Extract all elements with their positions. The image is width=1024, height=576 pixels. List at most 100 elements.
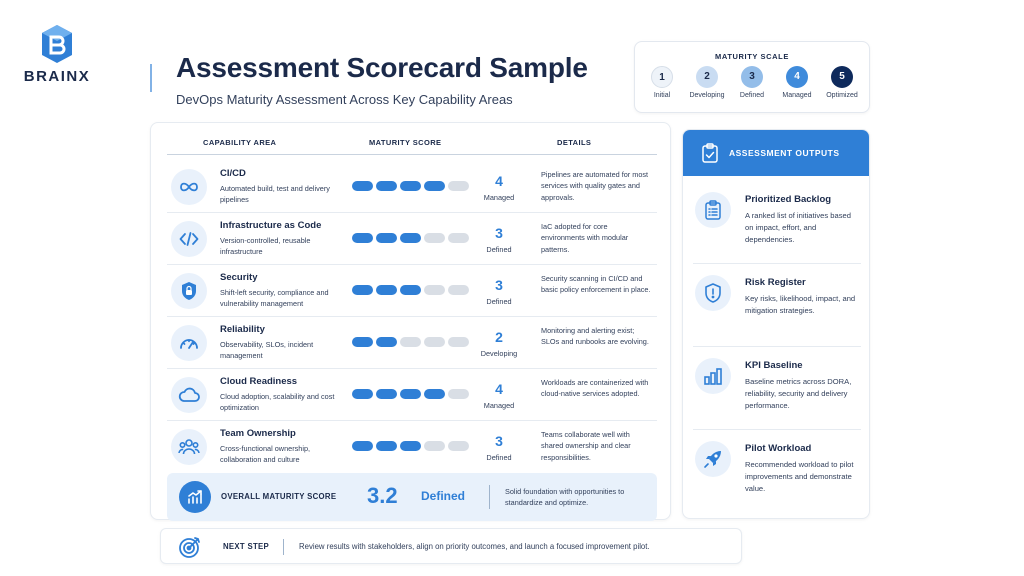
brand-name: BRAINX <box>23 68 91 85</box>
output-title: Risk Register <box>745 277 806 288</box>
output-title: KPI Baseline <box>745 360 803 371</box>
capability-description: Shift-left security, compliance and vuln… <box>220 288 329 309</box>
maturity-level: 5 Optimized <box>820 66 864 99</box>
maturity-score-bar <box>352 441 469 451</box>
score-segment <box>400 441 421 451</box>
output-description: Key risks, likelihood, impact, and mitig… <box>745 294 856 316</box>
score-segment <box>448 337 469 347</box>
score-segment <box>400 181 421 191</box>
output-description: Baseline metrics across DORA, reliabilit… <box>745 377 852 411</box>
capability-description: Cloud adoption, scalability and cost opt… <box>220 392 335 413</box>
score-segment <box>424 337 445 347</box>
table-row: Reliability Observability, SLOs, incident… <box>167 317 657 369</box>
rocket-icon <box>695 441 731 477</box>
capability-details: Teams collaborate well with shared owner… <box>541 430 631 462</box>
maturity-level-label: Initial <box>653 92 671 99</box>
score-segment <box>424 441 445 451</box>
score-segment <box>376 337 397 347</box>
score-segment <box>448 389 469 399</box>
brand-logo: BRAINX <box>22 24 92 85</box>
maturity-score-value: 3 <box>495 433 503 449</box>
clipboard-list-icon <box>695 192 731 228</box>
header-capability-area: CAPABILITY AREA <box>203 138 277 147</box>
clipboard-check-icon <box>702 143 718 163</box>
maturity-level-label: Managed <box>782 92 812 99</box>
maturity-score-level: Defined <box>486 245 512 254</box>
score-segment <box>376 233 397 243</box>
code-icon <box>171 221 207 257</box>
maturity-score-bar <box>352 337 469 347</box>
output-item: Pilot Workload Recommended workload to pi… <box>693 431 861 513</box>
target-icon <box>177 534 203 560</box>
assessment-outputs-header: ASSESSMENT OUTPUTS <box>683 130 869 176</box>
capability-title: Reliability <box>220 324 265 335</box>
maturity-scale: MATURITY SCALE 1 Initial 2 Developing 3 Defin… <box>634 41 870 113</box>
score-segment <box>448 181 469 191</box>
overall-summary: Solid foundation with opportunities to s… <box>505 487 625 508</box>
capability-title: Cloud Readiness <box>220 376 298 387</box>
score-segment <box>352 441 373 451</box>
header-details: DETAILS <box>557 138 592 147</box>
maturity-score-level: Developing <box>480 349 518 358</box>
maturity-scale-title: MATURITY SCALE <box>715 52 789 61</box>
score-segment <box>448 441 469 451</box>
next-step-label: NEXT STEP <box>223 542 270 551</box>
table-header: CAPABILITY AREA MATURITY SCORE DETAILS <box>167 135 657 155</box>
score-segment <box>376 285 397 295</box>
maturity-score-bar <box>352 285 469 295</box>
capability-details: Pipelines are automated for most service… <box>541 170 649 202</box>
trend-chart-icon <box>179 481 211 513</box>
cloud-icon <box>171 377 207 413</box>
maturity-score-level: Managed <box>483 193 515 202</box>
capability-title: CI/CD <box>220 168 246 179</box>
maturity-score-bar <box>352 233 469 243</box>
maturity-level: 4 Managed <box>775 66 819 99</box>
score-segment <box>424 285 445 295</box>
maturity-score-bar <box>352 389 469 399</box>
capability-details: Monitoring and alerting exist; SLOs and … <box>541 326 649 347</box>
output-description: A ranked list of initiatives based on im… <box>745 211 851 245</box>
score-segment <box>376 181 397 191</box>
score-segment <box>376 441 397 451</box>
table-row: Infrastructure as Code Version-controlled… <box>167 213 657 265</box>
capability-description: Automated build, test and delivery pipel… <box>220 184 330 205</box>
output-item: Risk Register Key risks, likelihood, impa… <box>693 265 861 347</box>
page-subtitle: DevOps Maturity Assessment Across Key Ca… <box>176 92 513 107</box>
score-segment <box>352 337 373 347</box>
capability-details: IaC adopted for core environments with m… <box>541 222 629 254</box>
maturity-score-level: Managed <box>483 401 515 410</box>
maturity-level-label: Defined <box>739 92 765 99</box>
maturity-score-bar <box>352 181 469 191</box>
table-row: CI/CD Automated build, test and delivery … <box>167 161 657 213</box>
score-segment <box>400 337 421 347</box>
maturity-score-value: 3 <box>495 225 503 241</box>
capability-details: Security scanning in CI/CD and basic pol… <box>541 274 651 295</box>
assessment-outputs-title: ASSESSMENT OUTPUTS <box>729 148 840 158</box>
output-item: KPI Baseline Baseline metrics across DORA… <box>693 348 861 430</box>
bar-chart-icon <box>695 358 731 394</box>
output-title: Pilot Workload <box>745 443 812 454</box>
table-row: Cloud Readiness Cloud adoption, scalabili… <box>167 369 657 421</box>
scorecard-table: CAPABILITY AREA MATURITY SCORE DETAILS C… <box>150 122 671 521</box>
output-title: Prioritized Backlog <box>745 194 832 205</box>
page-title: Assessment Scorecard Sample <box>176 52 588 83</box>
score-segment <box>352 389 373 399</box>
output-description: Recommended workload to pilot improvemen… <box>745 460 854 494</box>
maturity-level: 3 Defined <box>730 66 774 99</box>
maturity-level: 1 Initial <box>640 66 684 99</box>
score-segment <box>424 181 445 191</box>
score-segment <box>448 233 469 243</box>
overall-maturity-score: OVERALL MATURITY SCORE 3.2 Defined Solid… <box>167 473 657 521</box>
maturity-level-label: Optimized <box>826 92 858 99</box>
next-step-banner: NEXT STEP Review results with stakeholde… <box>160 528 742 564</box>
capability-description: Version-controlled, reusable infrastruct… <box>220 236 311 257</box>
capability-title: Security <box>220 272 258 283</box>
header-divider <box>150 64 152 92</box>
maturity-level-number: 5 <box>831 66 853 88</box>
maturity-scale-levels: 1 Initial 2 Developing 3 Defined 4 Managed 5 Opti… <box>635 66 869 99</box>
table-row: Security Shift-left security, compliance … <box>167 265 657 317</box>
maturity-score-value: 2 <box>495 329 503 345</box>
maturity-level-number: 1 <box>651 66 673 88</box>
header-maturity-score: MATURITY SCORE <box>369 138 442 147</box>
infinity-icon <box>171 169 207 205</box>
